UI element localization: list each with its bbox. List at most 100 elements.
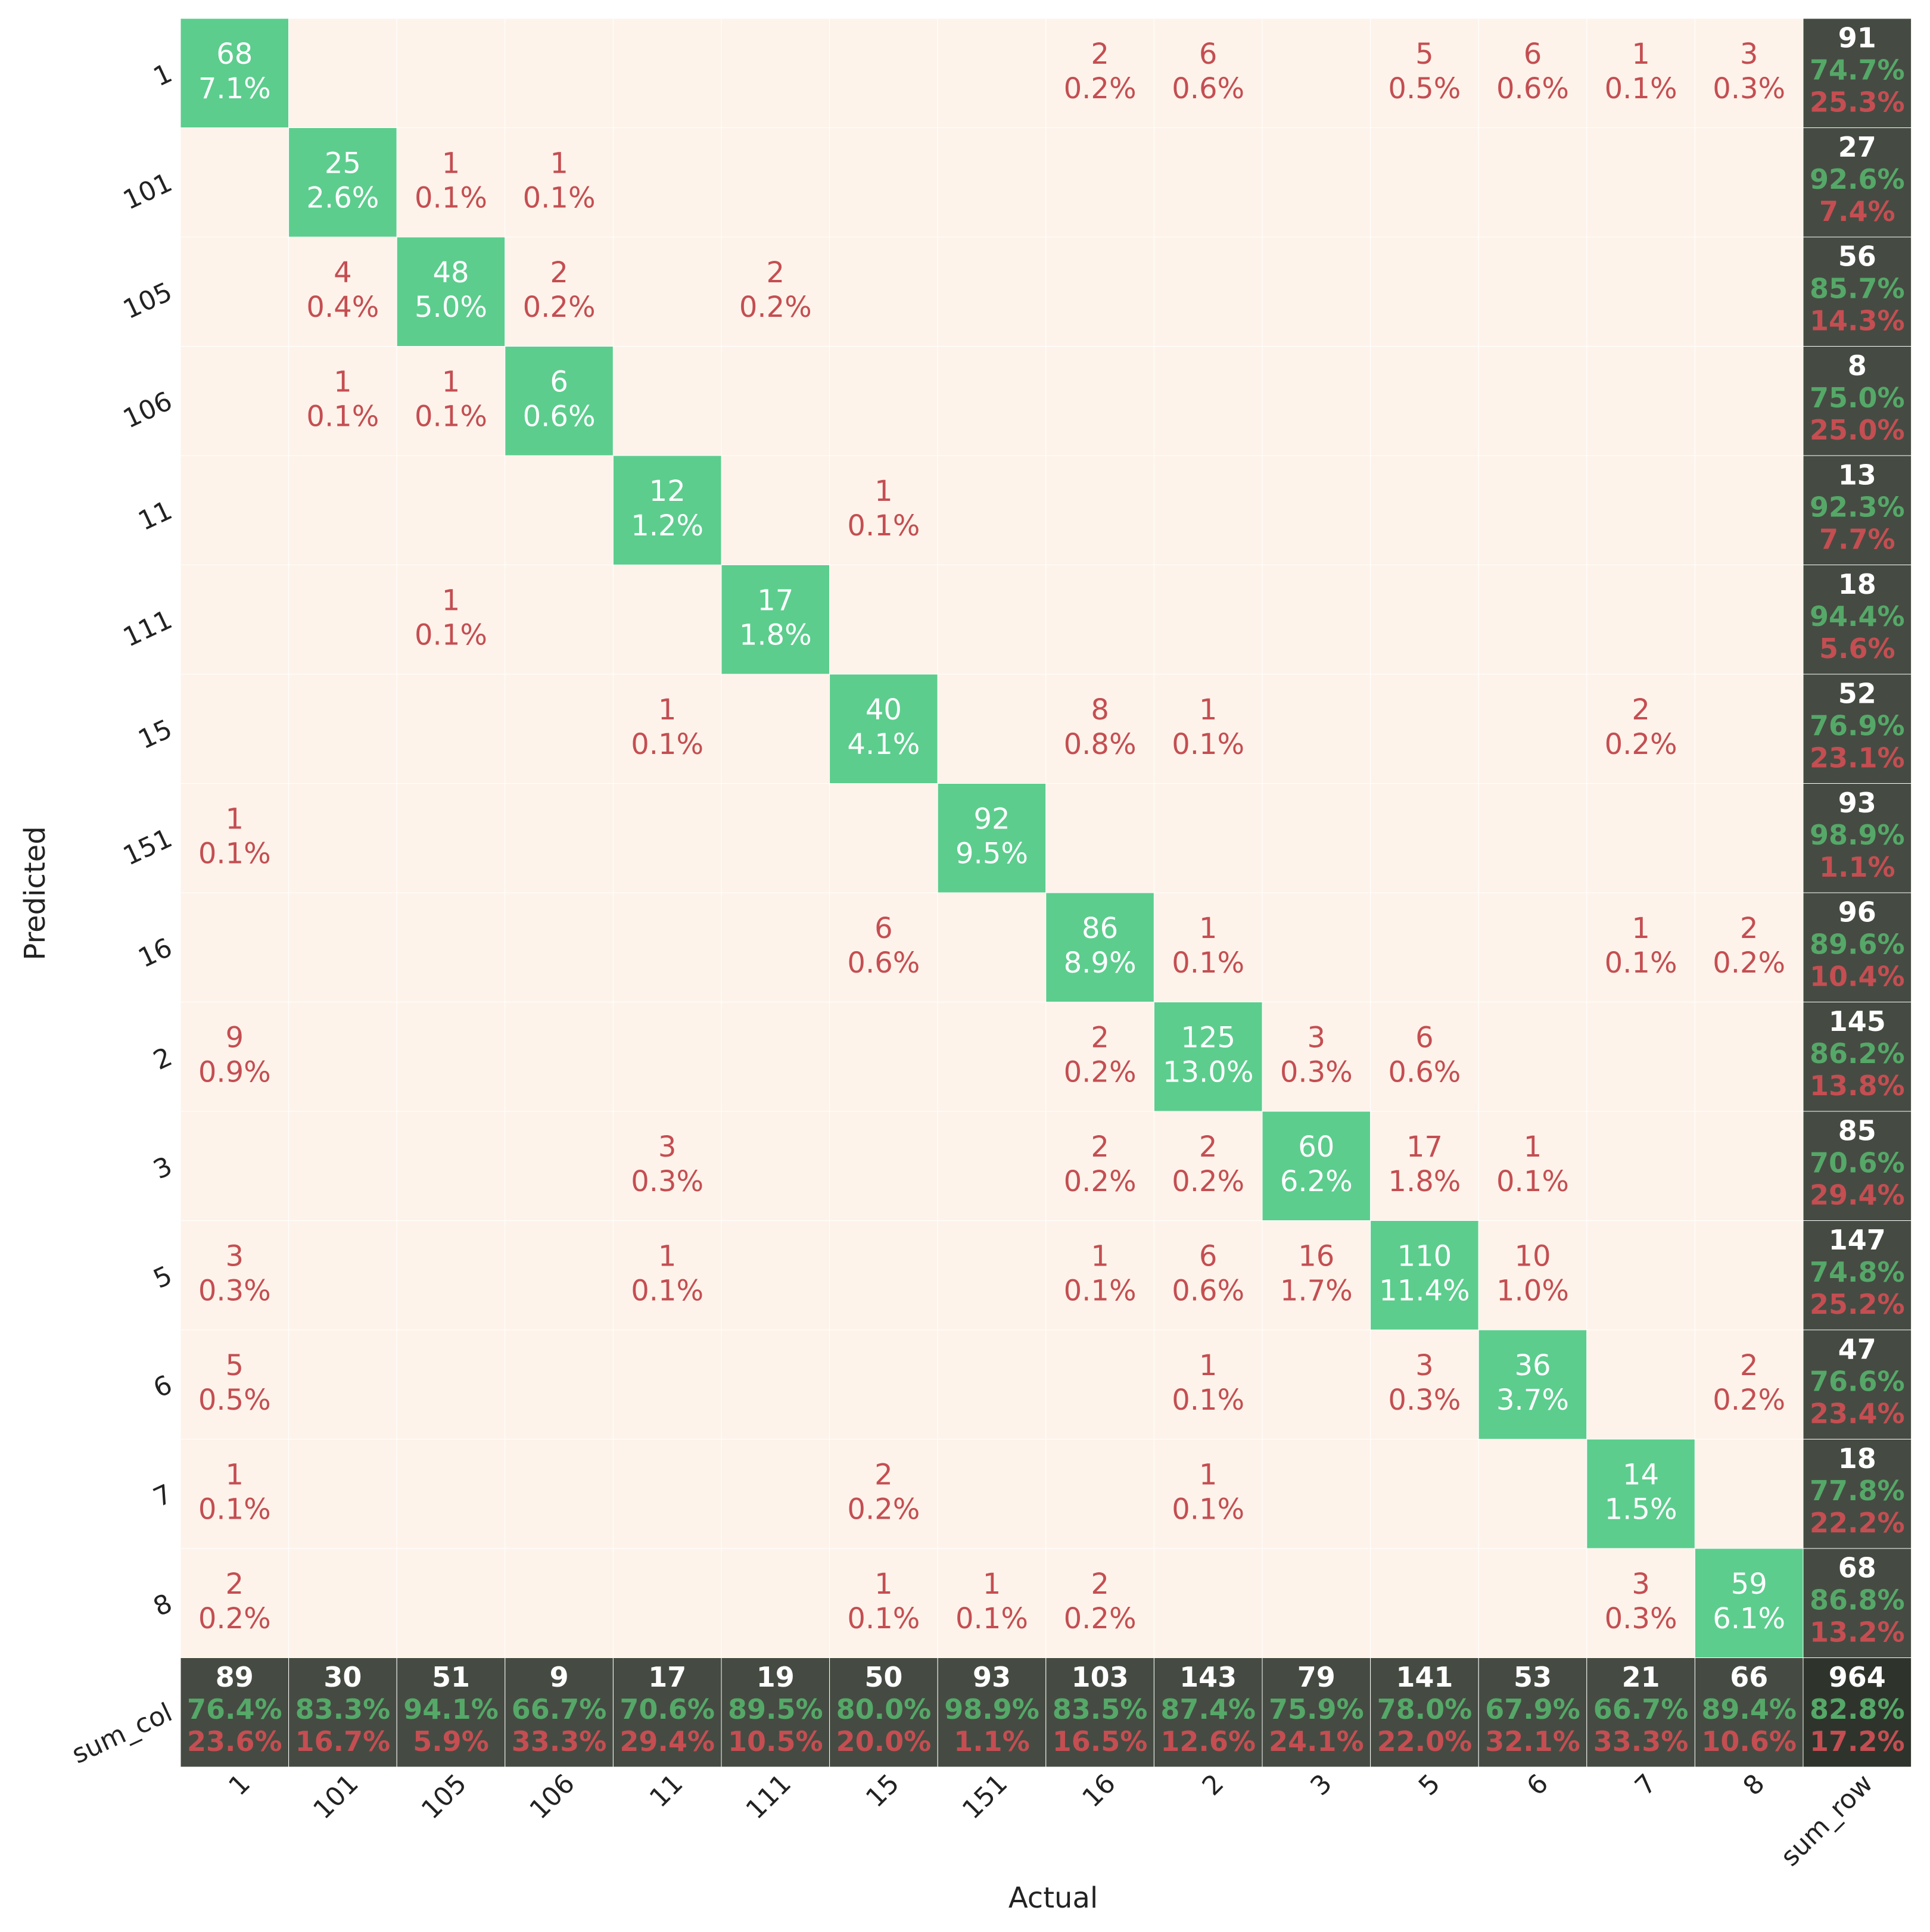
- cell: [1262, 565, 1371, 675]
- cell: [1153, 1548, 1263, 1658]
- cell-count: 12: [649, 475, 686, 508]
- cell: [721, 346, 830, 456]
- total-correct: 66.7%: [1593, 1693, 1689, 1725]
- total-error: 24.1%: [1269, 1725, 1364, 1758]
- cell: [180, 565, 290, 675]
- total-error: 10.6%: [1701, 1725, 1797, 1758]
- x-tick-label: 7: [1629, 1768, 1663, 1802]
- cell: [288, 1439, 397, 1549]
- cell-count: 1: [874, 1568, 893, 1601]
- cell: [1045, 455, 1154, 565]
- cell-percent: 0.1%: [1496, 1165, 1569, 1198]
- cell: [1478, 783, 1587, 893]
- total-count: 93: [973, 1661, 1011, 1693]
- cell-count: 2: [1091, 1568, 1109, 1601]
- total-count: 47: [1838, 1333, 1876, 1365]
- cell-percent: 0.9%: [198, 1055, 271, 1089]
- cell-percent: 0.5%: [198, 1383, 271, 1417]
- total-cell: [288, 1657, 397, 1768]
- cell-count: 1: [1632, 38, 1650, 71]
- cell: [1370, 1111, 1479, 1221]
- cell: [1586, 1111, 1695, 1221]
- cell: [721, 455, 830, 565]
- cell: [288, 346, 397, 456]
- cell-percent: 0.3%: [631, 1165, 703, 1198]
- cell: [1586, 783, 1695, 893]
- cell: [1478, 455, 1587, 565]
- x-tick-label: sum_row: [1775, 1768, 1879, 1872]
- cell: [396, 565, 506, 675]
- cell: [1262, 674, 1371, 784]
- cell: [1478, 346, 1587, 456]
- x-tick-label: 106: [524, 1768, 580, 1825]
- cell: [829, 236, 938, 347]
- cell: [1045, 127, 1154, 238]
- y-tick-label: 11: [133, 495, 176, 537]
- total-correct: 94.4%: [1810, 600, 1905, 632]
- cell-percent: 0.1%: [631, 728, 703, 761]
- total-correct: 92.3%: [1810, 491, 1905, 523]
- cell: [1586, 1329, 1695, 1439]
- total-error: 23.1%: [1810, 741, 1905, 774]
- cell: [288, 892, 397, 1002]
- cell-count: 60: [1298, 1130, 1334, 1164]
- total-cell: [1803, 1329, 1912, 1439]
- cell-percent: 0.1%: [1605, 72, 1677, 105]
- cell: [1045, 565, 1154, 675]
- cell: [1478, 565, 1587, 675]
- total-cell: [1803, 455, 1912, 565]
- total-correct: 74.8%: [1810, 1256, 1905, 1288]
- total-cell: [1803, 565, 1912, 675]
- cell: [1586, 236, 1695, 347]
- cell: [1694, 1002, 1804, 1112]
- cell: [612, 892, 722, 1002]
- cell: [937, 1220, 1047, 1330]
- cell: [1262, 1111, 1371, 1221]
- total-cell: [1803, 1111, 1912, 1221]
- total-count: 9: [550, 1661, 569, 1693]
- total-count: 18: [1838, 1442, 1876, 1475]
- total-cell: [721, 1657, 830, 1768]
- total-count: 13: [1838, 459, 1876, 491]
- cell: [1370, 1220, 1479, 1330]
- cell: [721, 1548, 830, 1658]
- x-tick-label: 8: [1738, 1768, 1771, 1802]
- cell: [505, 565, 614, 675]
- total-error: 23.4%: [1810, 1397, 1905, 1429]
- total-count: 93: [1838, 787, 1876, 819]
- cell-percent: 0.1%: [306, 400, 379, 433]
- cell-count: 1: [1199, 1349, 1218, 1382]
- x-tick-label: 15: [860, 1768, 905, 1813]
- total-error: 29.4%: [1810, 1179, 1905, 1211]
- cell: [1478, 1439, 1587, 1549]
- total-correct: 76.9%: [1810, 709, 1905, 741]
- total-correct: 83.5%: [1053, 1693, 1148, 1725]
- cell-percent: 11.4%: [1379, 1274, 1470, 1307]
- cell-count: 10: [1514, 1239, 1551, 1273]
- cell-percent: 0.2%: [1064, 1602, 1137, 1635]
- cell: [612, 346, 722, 456]
- cell: [1586, 1220, 1695, 1330]
- cell: [721, 674, 830, 784]
- cell: [937, 236, 1047, 347]
- total-correct: 87.4%: [1160, 1693, 1256, 1725]
- cell: [937, 346, 1047, 456]
- total-cell: [1803, 674, 1912, 784]
- cell-count: 9: [226, 1021, 244, 1054]
- cell: [1153, 1439, 1263, 1549]
- x-tick-label: 105: [416, 1768, 472, 1825]
- cell: [1370, 783, 1479, 893]
- cell: [1262, 783, 1371, 893]
- total-error: 1.1%: [954, 1725, 1030, 1758]
- cell-percent: 6.1%: [1713, 1602, 1785, 1635]
- cell-count: 125: [1181, 1021, 1235, 1054]
- cell: [1694, 783, 1804, 893]
- cell-count: 25: [325, 147, 361, 180]
- cell: [1153, 1220, 1263, 1330]
- cell-count: 3: [1308, 1021, 1326, 1054]
- total-count: 50: [864, 1661, 902, 1693]
- cell: [1694, 236, 1804, 347]
- cell: [505, 1329, 614, 1439]
- cell-percent: 0.6%: [847, 946, 920, 980]
- x-tick-label: 2: [1197, 1768, 1230, 1802]
